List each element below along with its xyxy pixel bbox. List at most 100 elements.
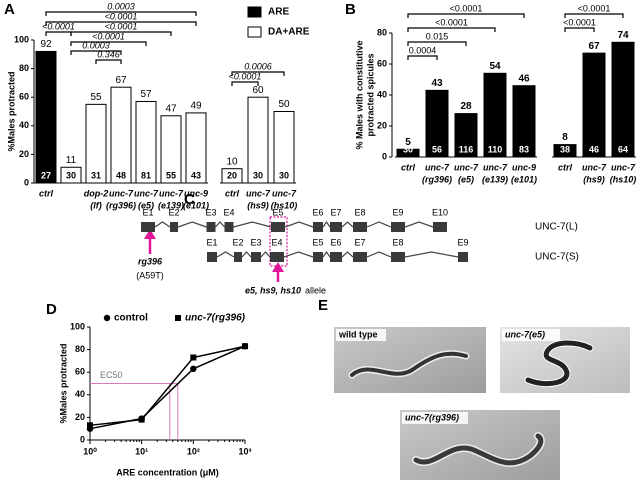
n-label: 31 [91,170,101,180]
value-label: 54 [489,61,501,72]
intron [154,221,171,228]
p-value: 0.0003 [82,40,110,50]
x-tick-label: (hs9) [583,174,605,184]
x-tick-label: unc-7 [134,188,159,198]
mutation-detail: (A59T) [136,270,164,280]
y-tick-label: 0 [80,434,85,444]
x-tick-label: ctrl [401,162,416,172]
exon [313,222,323,232]
isoform-label: UNC-7(L) [535,222,578,233]
exon [353,252,367,262]
y-tick-label: 80 [377,27,387,37]
significance-bracket [95,59,122,64]
series-line [89,345,246,427]
intron [366,221,392,228]
significance-bracket [407,55,438,60]
y-tick-label: 40 [19,120,29,130]
intron [260,251,271,258]
legend-label: unc-7(rg396) [185,313,246,324]
bar [425,89,449,158]
arrow-head [144,229,156,239]
intron [283,251,314,258]
intron [233,221,272,228]
exon-label: E2 [232,237,243,247]
x-tick-label: unc-7 [454,162,479,172]
exon-label: E2 [168,207,179,217]
panel-label: A [4,1,15,18]
n-label: 43 [191,170,201,180]
exon [206,222,216,232]
significance-bracket [70,31,172,36]
exon-label: E8 [354,207,365,217]
legend-marker [103,314,111,322]
significance-bracket [45,21,197,26]
p-value: <0.0001 [105,11,138,21]
value-label: 92 [40,39,52,50]
n-label: 38 [560,144,570,154]
x-tick-label: 10¹ [135,446,148,456]
panel-label: E [318,297,328,314]
p-value: <0.0001 [42,21,75,31]
exon-label: E5 [312,237,323,247]
intron [404,251,459,258]
micrograph [334,327,486,393]
x-tick-label: (e5) [138,200,154,210]
bar [483,72,507,158]
exon [353,222,367,232]
n-label: 116 [459,144,474,154]
legend-label: control [114,313,148,324]
intron [284,221,314,228]
p-value: <0.0001 [92,31,125,41]
value-label: 67 [115,75,127,86]
y-tick-label: 40 [75,389,85,399]
y-tick-label: 60 [377,58,387,68]
legend-marker [175,315,181,321]
x-tick-label: 10² [187,446,200,456]
intron [322,250,331,258]
x-tick-label: unc-7 [425,162,450,172]
isoform-label: UNC-7(S) [535,252,579,263]
exon [224,222,234,232]
exon-label: E9 [392,207,403,217]
bar [60,166,82,184]
x-tick-label: unc-7 [483,162,508,172]
significance-bracket [407,27,496,32]
y-tick-label: 80 [75,344,85,354]
point [190,354,197,361]
x-tick-label: (lf) [90,200,102,210]
bar [512,85,536,158]
intron [341,251,354,258]
exon [251,252,261,262]
significance-bracket [45,11,197,16]
n-label: 46 [589,144,599,154]
x-tick-label: unc-7 [109,188,134,198]
significance-bracket [564,13,624,18]
bar [553,144,577,158]
y-tick-label: 100 [14,34,29,44]
p-value: <0.0001 [450,3,483,13]
bar [273,111,295,184]
exon [141,222,155,232]
x-tick-label: (e5) [458,174,474,184]
significance-bracket [70,50,122,55]
y-axis-label: %Males protracted [6,71,16,151]
value-label: 43 [431,78,443,89]
exon-label: E8 [392,237,403,247]
significance-bracket [407,13,525,18]
exon [207,252,217,262]
significance-bracket [231,71,285,76]
x-tick-label: (hs10) [271,200,298,210]
point [190,365,197,373]
value-label: 11 [66,155,77,166]
exon-label: E1 [206,237,217,247]
y-tick-label: 60 [19,92,29,102]
x-tick-label: (e139) [158,200,184,210]
exon-label: E1 [142,207,153,217]
p-value: 0.0003 [107,1,135,11]
p-value: 0.346 [97,49,120,59]
y-tick-label: 0 [24,177,29,187]
p-value: 0.0006 [244,61,272,71]
exon [330,222,342,232]
intron [404,221,434,228]
exon-label: E7 [354,237,365,247]
